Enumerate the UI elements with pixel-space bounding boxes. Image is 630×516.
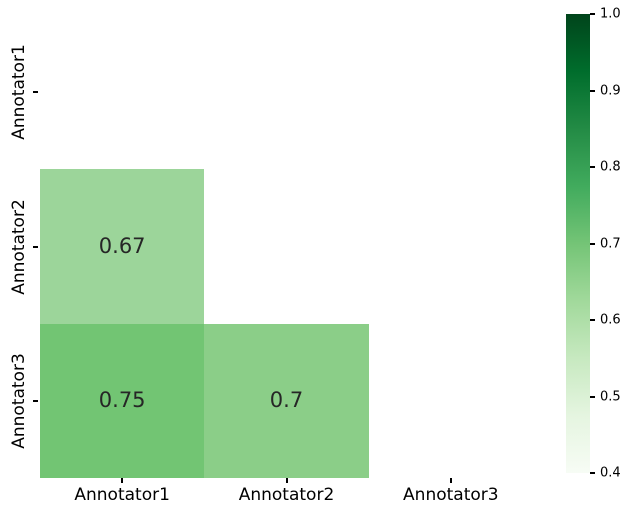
colorbar-tick-label: 0.5 — [600, 389, 621, 404]
colorbar-tick-mark — [590, 89, 595, 92]
heatmap-cell: 0.7 — [204, 323, 369, 478]
x-tick-label: Annotator3 — [403, 485, 499, 505]
colorbar-tick-mark — [590, 395, 595, 398]
y-tick-label: Annotator3 — [9, 353, 29, 449]
colorbar-tick-label: 1.0 — [600, 6, 621, 22]
colorbar-tick-label: 0.4 — [600, 465, 621, 481]
colorbar-tick-mark — [590, 13, 595, 15]
y-tick-label: Annotator2 — [9, 198, 29, 295]
colorbar-tick-label: 0.6 — [600, 312, 621, 328]
y-tick-mark — [33, 91, 38, 94]
x-tick-mark — [121, 478, 124, 483]
x-tick-label: Annotator2 — [238, 485, 335, 505]
x-tick-mark — [449, 478, 452, 483]
colorbar-tick-mark — [590, 242, 595, 245]
y-tick-mark — [33, 399, 38, 402]
colorbar — [566, 14, 590, 473]
cell-annotation: 0.7 — [269, 388, 304, 413]
colorbar-tick-mark — [590, 166, 595, 168]
heatmap-cell: 0.75 — [40, 323, 205, 478]
y-tick-mark — [33, 245, 38, 248]
colorbar-tick-mark — [590, 472, 595, 474]
cell-annotation: 0.67 — [98, 233, 146, 258]
heatmap-cell: 0.67 — [40, 169, 205, 324]
colorbar-tick-mark — [590, 319, 595, 321]
colorbar-tick-label: 0.8 — [600, 159, 621, 175]
colorbar-tick-label: 0.9 — [600, 83, 621, 98]
y-tick-label: Annotator1 — [9, 44, 29, 140]
x-tick-mark — [285, 478, 288, 483]
x-tick-label: Annotator1 — [74, 485, 170, 505]
colorbar-tick-label: 0.7 — [600, 236, 621, 251]
cell-annotation: 0.75 — [98, 388, 146, 413]
